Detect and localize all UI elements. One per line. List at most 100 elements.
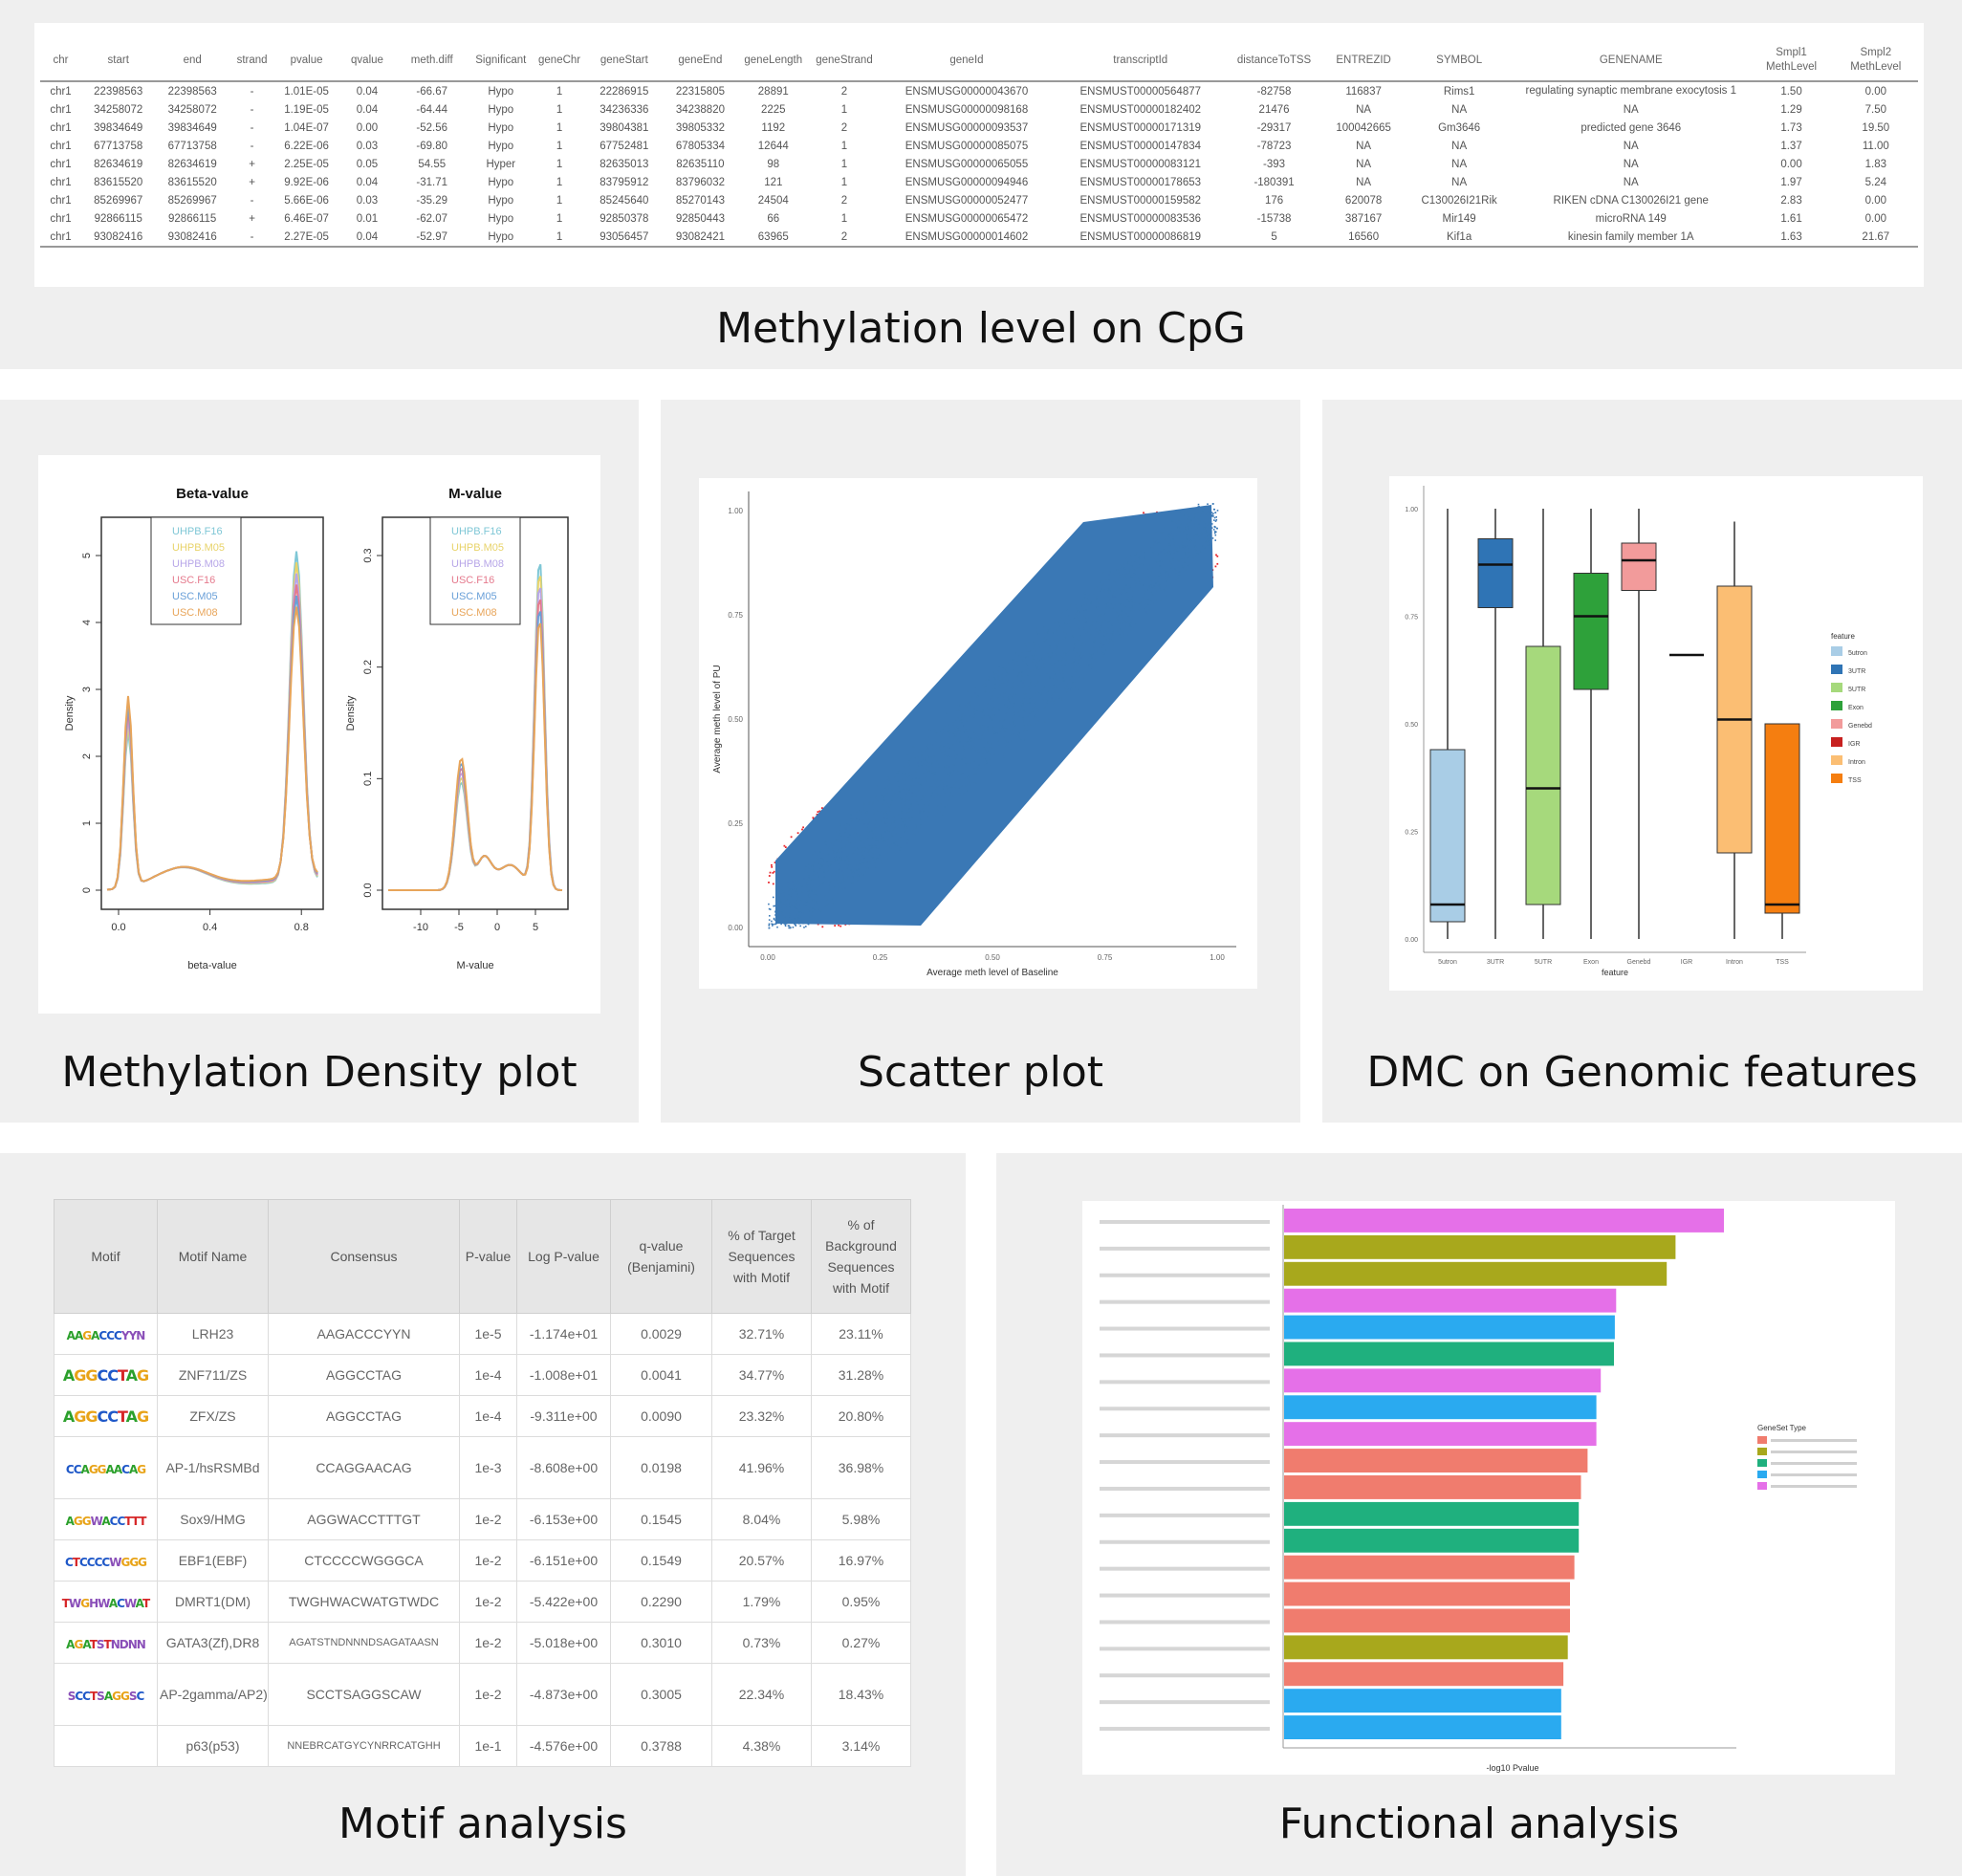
cpg-cell: C130026I21Rik xyxy=(1421,194,1497,207)
point xyxy=(921,753,923,755)
point xyxy=(930,773,933,774)
point xyxy=(1073,661,1075,663)
point xyxy=(902,835,905,837)
logo-letter: C xyxy=(117,1514,125,1528)
point xyxy=(1001,672,1003,675)
point xyxy=(930,756,932,759)
point xyxy=(896,814,899,817)
point xyxy=(1152,551,1155,554)
point xyxy=(852,876,854,878)
cpg-header-cell: Smpl1 MethLevel xyxy=(1749,40,1834,82)
motif-logo-glyphs: CCAGGAACAG xyxy=(66,1458,146,1478)
point xyxy=(852,871,854,874)
point xyxy=(796,896,798,899)
point xyxy=(1096,622,1098,623)
point xyxy=(1034,654,1036,656)
point xyxy=(826,862,828,863)
point xyxy=(923,759,926,761)
cpg-body: chr1 22398563 22398563-1.01E-05 0.04 -66.67 H… xyxy=(40,81,1918,248)
y-axis-label: Average meth level of PU xyxy=(712,665,723,773)
cpg-cell: ENSMUSG00000065472 xyxy=(905,212,1029,225)
point xyxy=(978,737,980,740)
motif-name: LRH23 xyxy=(157,1313,269,1355)
point xyxy=(988,676,990,679)
point xyxy=(892,817,895,818)
point xyxy=(1074,659,1076,662)
point xyxy=(862,845,864,848)
cpg-cell: 82635110 xyxy=(676,158,725,170)
point xyxy=(1089,652,1092,655)
point xyxy=(961,722,963,724)
motif-logo-glyphs: TWGHWACWAT xyxy=(62,1592,150,1612)
motif-header-cell: P-value xyxy=(459,1199,517,1314)
point xyxy=(921,795,924,796)
point xyxy=(1095,608,1098,610)
point xyxy=(784,924,787,926)
point xyxy=(777,921,780,924)
point xyxy=(837,877,839,879)
point xyxy=(1020,648,1023,651)
point xyxy=(1172,538,1174,540)
point xyxy=(1130,576,1132,578)
point xyxy=(1214,534,1217,536)
point xyxy=(1037,720,1039,723)
point xyxy=(796,898,798,900)
cpg-cell: 34236336 xyxy=(600,103,649,116)
point xyxy=(955,719,957,721)
point xyxy=(923,773,925,774)
point xyxy=(1164,590,1166,593)
point xyxy=(1048,657,1051,659)
point xyxy=(924,795,926,796)
point xyxy=(868,844,871,846)
point xyxy=(936,732,938,735)
point xyxy=(976,769,979,772)
point xyxy=(879,838,882,840)
motif-target-pct: 34.77% xyxy=(711,1354,812,1396)
point xyxy=(1090,602,1092,604)
motif-name: Sox9/HMG xyxy=(157,1498,269,1540)
logo-letter: G xyxy=(80,1596,90,1610)
cpg-cell: ENSMUST00000083121 xyxy=(1079,158,1202,170)
point xyxy=(1190,562,1193,564)
point xyxy=(1016,661,1018,664)
point xyxy=(1169,560,1172,562)
point xyxy=(790,905,793,906)
point xyxy=(1195,554,1197,556)
point xyxy=(1187,557,1188,560)
legend-entry: 3UTR xyxy=(1848,668,1865,675)
point xyxy=(907,774,910,777)
logo-letter: C xyxy=(97,1365,108,1385)
point xyxy=(1133,626,1136,629)
point xyxy=(869,856,872,858)
point xyxy=(1182,565,1184,568)
logo-letter: H xyxy=(89,1596,98,1610)
point xyxy=(1012,720,1014,723)
point xyxy=(818,872,819,875)
point xyxy=(890,836,893,839)
point xyxy=(867,811,869,814)
cpg-cell: 7.50 xyxy=(1864,103,1886,116)
cpg-table-row: chr1 39834649 39834649-1.04E-07 0.00 -52.56 H… xyxy=(40,119,1918,137)
x-tick-label: 1.00 xyxy=(1210,953,1225,962)
point xyxy=(904,779,906,781)
point xyxy=(966,720,969,722)
point xyxy=(785,900,787,903)
point xyxy=(965,731,968,732)
point xyxy=(848,864,851,867)
geneset-bar xyxy=(1284,1662,1564,1687)
point xyxy=(867,803,870,805)
point xyxy=(959,741,961,743)
point xyxy=(1193,541,1196,543)
point xyxy=(1099,613,1101,616)
y-tick-label: 0.0 xyxy=(362,883,374,897)
cpg-header-cell: geneStart xyxy=(584,40,664,82)
point xyxy=(917,756,919,759)
logo-letter: T xyxy=(103,1637,112,1651)
point xyxy=(1163,549,1165,551)
point xyxy=(1153,537,1156,540)
point xyxy=(926,746,928,749)
point xyxy=(816,918,818,921)
point xyxy=(1175,547,1178,550)
point xyxy=(1025,693,1028,695)
point xyxy=(806,882,809,883)
